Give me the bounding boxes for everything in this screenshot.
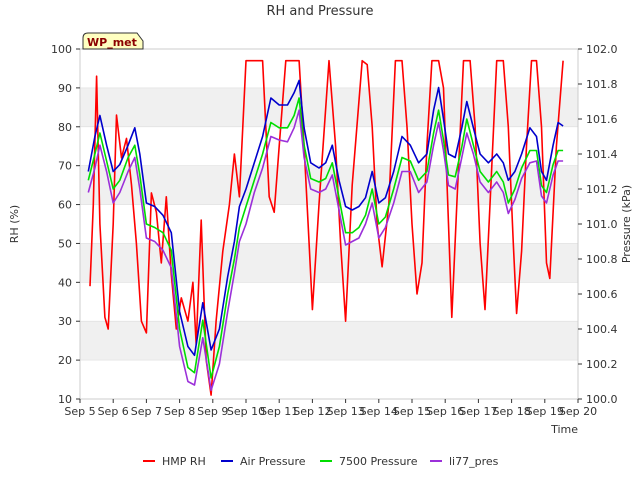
right-tick-label: 101.2 xyxy=(586,183,618,196)
left-tick-label: 30 xyxy=(58,315,72,328)
right-tick-label: 100.6 xyxy=(586,288,618,301)
legend-label-7500-pressure: 7500 Pressure xyxy=(339,455,418,468)
series-line-hmp-rh xyxy=(89,59,564,396)
series-line-air-pressure xyxy=(87,79,564,357)
left-tick-label: 20 xyxy=(58,354,72,367)
x-tick-label: Sep 11 xyxy=(260,405,298,418)
x-tick-label: Sep 19 xyxy=(526,405,564,418)
x-tick-label: Sep 13 xyxy=(326,405,364,418)
right-axis: 100.0 100.2 100.4 100.6 100.8 101.0 101.2 101.4… xyxy=(578,43,618,406)
series-line-li77-pres xyxy=(87,109,564,392)
left-axis-label: RH (%) xyxy=(8,205,21,243)
plot-background xyxy=(80,48,578,400)
right-tick-label: 101.4 xyxy=(586,148,618,161)
right-tick-label: 101.0 xyxy=(586,218,618,231)
right-tick-label: 101.8 xyxy=(586,78,618,91)
right-tick-label: 100.0 xyxy=(586,393,618,406)
x-tick-label: Sep 15 xyxy=(393,405,431,418)
left-tick-label: 50 xyxy=(58,237,72,250)
right-tick-label: 102.0 xyxy=(586,43,618,56)
left-tick-label: 70 xyxy=(58,160,72,173)
right-tick-label: 100.2 xyxy=(586,358,618,371)
x-tick-label: Sep 18 xyxy=(492,405,530,418)
left-tick-label: 10 xyxy=(58,393,72,406)
x-tick-label: Sep 14 xyxy=(360,405,398,418)
left-tick-label: 80 xyxy=(58,121,72,134)
left-tick-label: 90 xyxy=(58,82,72,95)
left-tick-label: 60 xyxy=(58,199,72,212)
x-tick-label: Sep 12 xyxy=(293,405,331,418)
left-axis: 10 20 30 40 50 60 70 80 90 100 xyxy=(51,43,80,406)
series-layer xyxy=(87,59,564,396)
grid-band xyxy=(80,321,578,361)
x-tick-label: Sep 10 xyxy=(227,405,265,418)
x-tick-label: Sep 8 xyxy=(164,405,195,418)
chart-title: RH and Pressure xyxy=(266,4,373,19)
x-tick-label: Sep 16 xyxy=(426,405,464,418)
grid-band xyxy=(80,87,578,127)
left-tick-label: 100 xyxy=(51,43,72,56)
legend-label-li77-pres: li77_pres xyxy=(449,455,499,468)
x-tick-label: Sep 20 xyxy=(559,405,597,418)
badge-label: WP_met xyxy=(87,36,137,49)
series-line-7500-pressure xyxy=(87,97,564,379)
x-axis-label: Time xyxy=(550,423,578,436)
x-tick-label: Sep 17 xyxy=(459,405,497,418)
legend: HMP RH Air Pressure 7500 Pressure li77_pres xyxy=(143,455,499,468)
right-axis-label: Pressure (kPa) xyxy=(620,185,633,263)
right-tick-label: 101.6 xyxy=(586,113,618,126)
station-badge: WP_met xyxy=(82,32,144,50)
x-tick-label: Sep 7 xyxy=(131,405,162,418)
x-tick-label: Sep 9 xyxy=(197,405,228,418)
x-tick-label: Sep 5 xyxy=(64,405,95,418)
grid-band xyxy=(80,243,578,283)
badge-box xyxy=(82,32,144,50)
legend-label-air-pressure: Air Pressure xyxy=(240,455,306,468)
legend-label-hmp-rh: HMP RH xyxy=(162,455,206,468)
right-tick-label: 100.8 xyxy=(586,253,618,266)
left-tick-label: 40 xyxy=(58,276,72,289)
right-tick-label: 100.4 xyxy=(586,323,618,336)
x-tick-label: Sep 6 xyxy=(98,405,129,418)
